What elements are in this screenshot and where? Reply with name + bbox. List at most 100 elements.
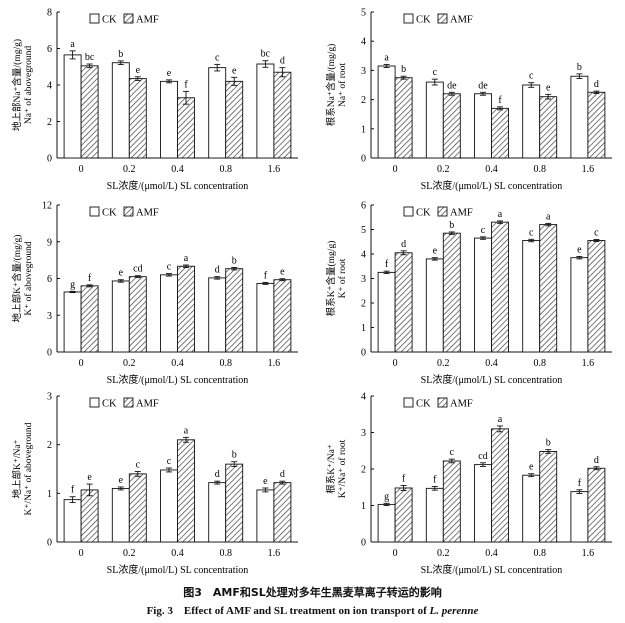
- amf-bar: [225, 268, 244, 353]
- significance-letter: cd: [133, 264, 142, 275]
- x-tick-label: 0.8: [533, 164, 546, 175]
- x-tick-label: 0.4: [485, 548, 498, 559]
- x-tick-label: 0.8: [219, 548, 232, 559]
- significance-letter: a: [184, 425, 189, 436]
- significance-letter: e: [263, 476, 268, 487]
- y-tick-label: 0: [47, 538, 52, 549]
- y-tick-label: 6: [361, 201, 366, 212]
- ck-bar: [522, 240, 541, 353]
- y-tick-label: 1: [361, 323, 366, 334]
- significance-letter: f: [498, 95, 502, 106]
- x-axis-label: SL浓度/(μmol/L) SL concentration: [421, 373, 563, 386]
- y-tick-label: 2: [361, 465, 366, 476]
- x-axis-label: SL浓度/(μmol/L) SL concentration: [421, 179, 563, 192]
- amf-bar: [394, 487, 413, 543]
- significance-letter: de: [447, 80, 457, 91]
- significance-letter: f: [264, 270, 268, 281]
- x-axis-label: SL浓度/(μmol/L) SL concentration: [107, 179, 249, 192]
- x-tick-label: 0.4: [171, 164, 184, 175]
- y-tick-label: 3: [47, 392, 52, 403]
- ck-bar: [570, 491, 589, 543]
- x-tick-label: 0.4: [171, 548, 184, 559]
- significance-letter: c: [136, 459, 141, 470]
- legend-ck-label: CK: [102, 15, 117, 26]
- significance-letter: bc: [85, 52, 95, 63]
- x-tick-label: 0: [79, 358, 84, 369]
- y-tick-label: 4: [361, 250, 366, 261]
- y-tick-label: 3: [47, 311, 52, 322]
- ck-bar: [63, 499, 82, 543]
- ck-bar: [160, 80, 178, 159]
- y-tick-label: 6: [47, 274, 52, 285]
- y-axis-label-en: Na⁺ of aboveground: [23, 46, 34, 125]
- amf-bar: [539, 96, 558, 159]
- y-tick-label: 4: [361, 392, 366, 403]
- ck-bar: [208, 482, 227, 543]
- x-tick-label: 0: [393, 548, 398, 559]
- legend-ck-label: CK: [416, 208, 431, 219]
- y-axis-label-cn: 根系K⁺/Na⁺: [325, 444, 337, 494]
- y-tick-label: 5: [361, 225, 366, 236]
- x-tick-label: 0.8: [219, 358, 232, 369]
- ck-bar: [570, 75, 589, 159]
- amf-bar: [394, 252, 413, 353]
- x-axis-label: SL浓度/(μmol/L) SL concentration: [107, 563, 249, 576]
- panel-root-k: 0 1 2 3 4 5 6 0 f d 0.2 e b 0.4 c a 0.8 c a 1.6 e c SL浓度/(μmol…: [325, 201, 612, 386]
- amf-bar: [539, 451, 558, 543]
- ck-bar: [377, 271, 396, 353]
- y-axis-label-cn: 根系K⁺含量(mg/g): [325, 241, 337, 317]
- y-tick-label: 0: [361, 538, 366, 549]
- ck-bar: [63, 54, 82, 159]
- y-axis-label-en: K⁺ of aboveground: [23, 241, 34, 315]
- significance-letter: e: [546, 82, 551, 93]
- legend-ck-swatch: [403, 397, 414, 408]
- legend-amf-swatch: [123, 397, 134, 408]
- significance-letter: f: [433, 475, 437, 486]
- significance-letter: f: [184, 79, 188, 90]
- significance-letter: d: [280, 56, 285, 67]
- significance-letter: d: [215, 265, 220, 276]
- x-tick-label: 0.8: [533, 548, 546, 559]
- ck-bar: [377, 503, 396, 543]
- legend-amf-swatch: [437, 397, 448, 408]
- amf-bar: [128, 276, 147, 353]
- amf-bar: [273, 71, 292, 159]
- figure-caption-species: L. perenne: [429, 605, 479, 617]
- amf-bar: [442, 232, 461, 353]
- y-tick-label: 3: [361, 274, 366, 285]
- y-tick-label: 3: [361, 428, 366, 439]
- significance-letter: d: [215, 469, 220, 480]
- x-tick-label: 1.6: [268, 358, 281, 369]
- ck-bar: [111, 488, 130, 543]
- y-tick-label: 9: [47, 237, 52, 248]
- significance-letter: e: [280, 267, 285, 278]
- ck-bar: [160, 469, 178, 543]
- amf-bar: [177, 97, 195, 159]
- y-axis-label-cn: 根系Na⁺含量/(mg/g): [325, 44, 337, 127]
- legend-amf-swatch: [123, 13, 134, 24]
- y-axis-label-cn: 地上部K⁺含量/(mg/g): [11, 235, 23, 323]
- y-tick-label: 5: [361, 8, 366, 19]
- x-tick-label: 0.4: [485, 164, 498, 175]
- ck-bar: [208, 277, 227, 353]
- y-tick-label: 3: [361, 66, 366, 77]
- panel-root-kna: 0 1 2 3 4 0 g f 0.2 f c 0.4 cd a 0.8 e b 1.6 f d SL浓度/(μmol/…: [325, 392, 612, 576]
- ck-bar: [377, 65, 396, 159]
- ck-bar: [425, 487, 444, 543]
- legend-ck-label: CK: [102, 399, 117, 410]
- significance-letter: b: [546, 438, 551, 449]
- y-axis-label-en: K⁺/Na⁺ of root: [337, 439, 348, 498]
- significance-letter: c: [450, 447, 455, 458]
- x-axis-label: SL浓度/(μmol/L) SL concentration: [421, 563, 563, 576]
- amf-bar: [394, 77, 413, 159]
- y-tick-label: 6: [47, 44, 52, 55]
- legend-amf-label: AMF: [136, 15, 159, 26]
- ck-bar: [570, 257, 589, 353]
- x-tick-label: 1.6: [582, 548, 595, 559]
- significance-letter: a: [546, 211, 551, 222]
- y-axis-label-en: K⁺ of root: [337, 258, 348, 298]
- panel-shoot-na: 024680abc0.2be0.4ef0.8ce1.6bcdSL浓度/(μmol…: [11, 8, 298, 192]
- legend-ck-label: CK: [102, 208, 117, 219]
- legend-amf-label: AMF: [450, 208, 473, 219]
- ck-bar: [111, 62, 130, 159]
